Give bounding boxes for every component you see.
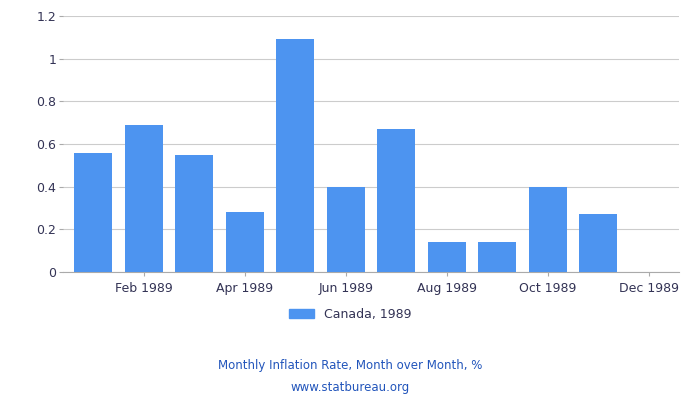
Bar bbox=[580, 214, 617, 272]
Bar bbox=[276, 40, 314, 272]
Bar bbox=[74, 152, 112, 272]
Legend: Canada, 1989: Canada, 1989 bbox=[284, 303, 416, 326]
Text: Monthly Inflation Rate, Month over Month, %: Monthly Inflation Rate, Month over Month… bbox=[218, 360, 482, 372]
Bar bbox=[226, 212, 264, 272]
Bar bbox=[175, 155, 214, 272]
Bar bbox=[377, 129, 415, 272]
Bar bbox=[528, 187, 567, 272]
Bar bbox=[478, 242, 516, 272]
Text: www.statbureau.org: www.statbureau.org bbox=[290, 382, 410, 394]
Bar bbox=[428, 242, 466, 272]
Bar bbox=[327, 187, 365, 272]
Bar bbox=[125, 125, 162, 272]
